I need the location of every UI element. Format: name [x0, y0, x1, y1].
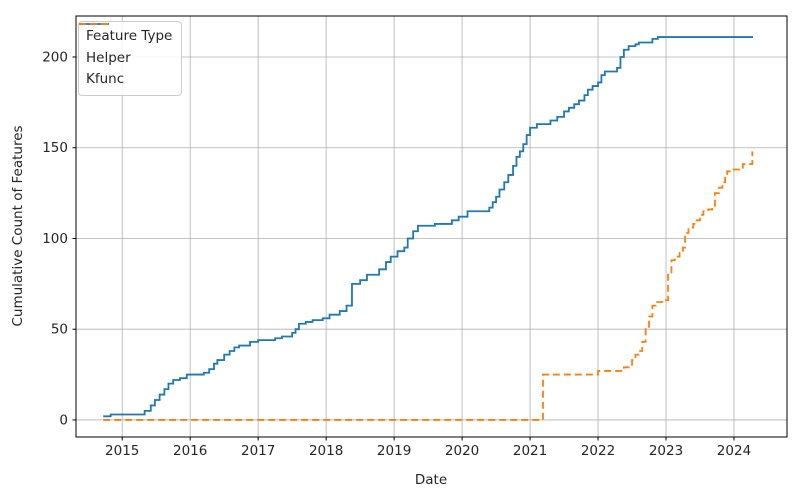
x-tick-label: 2021	[513, 443, 547, 459]
legend-label-helper: Helper	[86, 49, 131, 66]
y-tick-label: 50	[51, 322, 68, 338]
x-tick-label: 2019	[377, 443, 411, 459]
legend-item-kfunc: Kfunc	[79, 23, 172, 90]
x-tick-label: 2024	[717, 443, 751, 459]
y-tick-label: 200	[42, 50, 68, 66]
axes-frame	[75, 15, 788, 438]
series-line-kfunc	[103, 151, 754, 421]
kfunc-dashed-line-icon	[79, 23, 109, 25]
x-tick-label: 2022	[581, 443, 615, 459]
legend: Feature Type Helper Kfunc	[78, 21, 183, 96]
legend-title: Feature Type	[86, 28, 173, 44]
y-tick-label: 150	[42, 140, 68, 156]
legend-item-helper: Helper	[79, 23, 172, 69]
x-tick-label: 2016	[173, 443, 207, 459]
tick-layer: 2015 2016 2017 2018 2019 2020 2021 2022 2023 2024…	[42, 50, 751, 459]
x-tick-label: 2015	[105, 443, 139, 459]
x-tick-label: 2023	[649, 443, 683, 459]
legend-label-kfunc: Kfunc	[86, 70, 125, 87]
x-axis-title: Date	[415, 472, 447, 488]
x-tick-label: 2020	[445, 443, 479, 459]
x-tick-label: 2017	[241, 443, 275, 459]
series-line-helper	[103, 36, 754, 418]
y-tick-label: 100	[42, 231, 68, 247]
series-layer	[103, 36, 754, 421]
y-tick-label: 0	[59, 412, 68, 428]
x-tick-label: 2018	[309, 443, 343, 459]
y-axis-title: Cumulative Count of Features	[10, 125, 26, 326]
